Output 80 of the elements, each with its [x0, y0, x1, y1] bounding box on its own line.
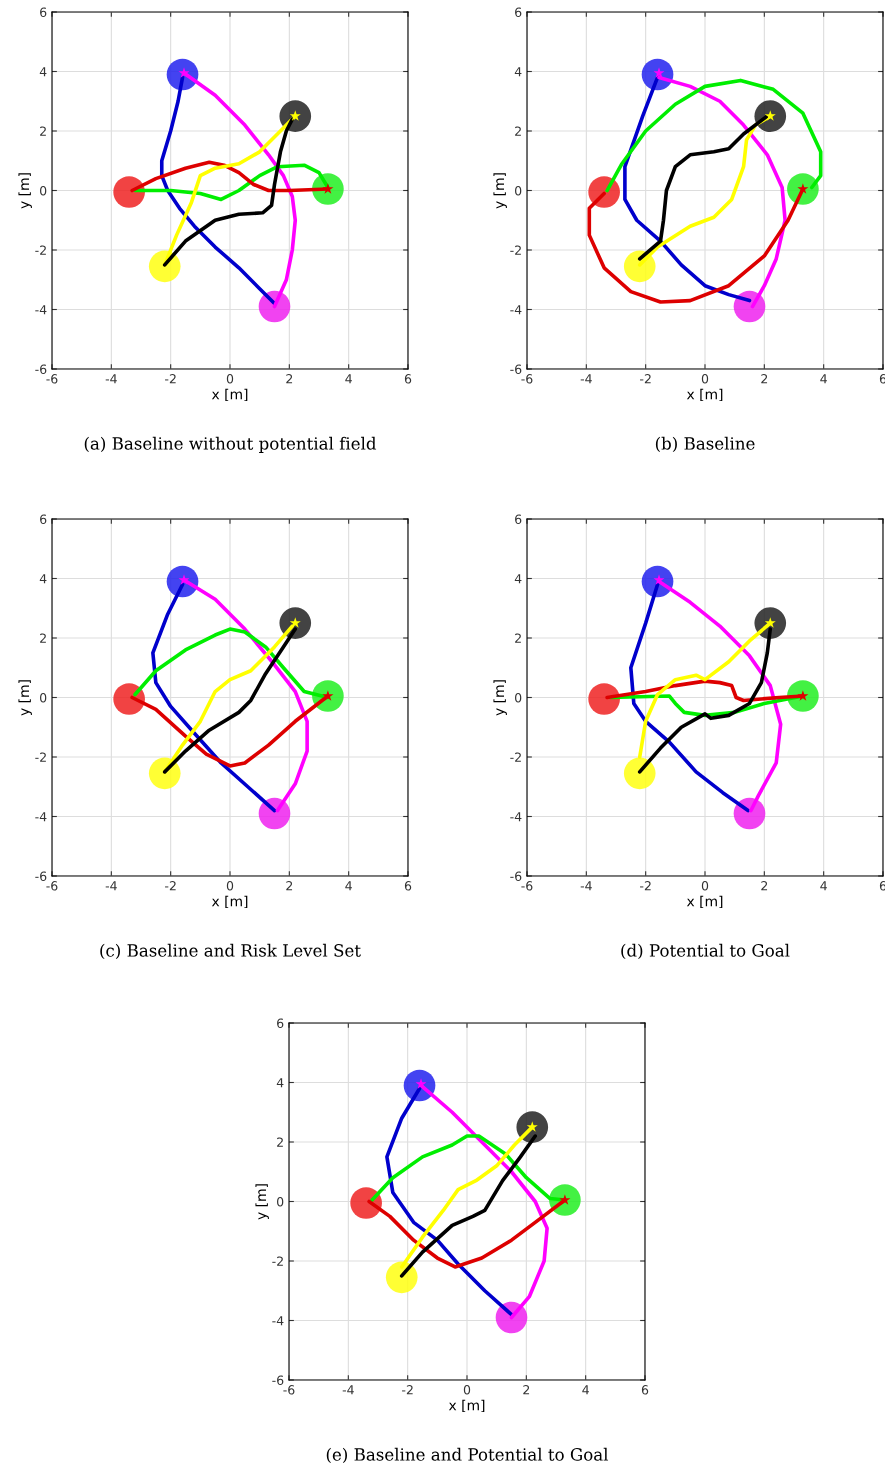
- y-tick-label: 4: [39, 67, 47, 77]
- y-tick-label: 0: [40, 185, 47, 196]
- y-tick-label: 6: [40, 7, 47, 17]
- x-tick-label: 2: [523, 1385, 530, 1395]
- y-tick-label: -2: [510, 752, 521, 762]
- x-tick-label: -4: [105, 881, 117, 891]
- y-tick-label: 2: [40, 633, 46, 643]
- y-tick-label: -6: [510, 871, 522, 881]
- y-tick-label: 4: [39, 574, 47, 584]
- y-tick-label: 2: [40, 126, 46, 136]
- text: (d) Potential to Goal: [621, 943, 790, 960]
- y-axis-title: y [m]: [18, 680, 32, 716]
- y-tick-label: 6: [277, 1018, 284, 1028]
- y-tick-label: -6: [272, 1375, 284, 1385]
- x-tick-label: 6: [641, 1385, 649, 1395]
- y-tick-label: -6: [35, 364, 47, 374]
- x-tick-label: 4: [345, 881, 352, 891]
- y-tick-label: 2: [515, 633, 521, 643]
- y-tick-label: 6: [515, 7, 522, 17]
- y-tick-label: 0: [40, 692, 47, 703]
- y-tick-label: -2: [35, 245, 46, 255]
- x-tick-label: 6: [404, 881, 412, 891]
- y-tick-label: -6: [35, 871, 47, 881]
- y-tick-label: -2: [272, 1256, 283, 1266]
- x-tick-label: 0: [701, 881, 709, 891]
- y-tick-label: -4: [35, 812, 47, 822]
- y-tick-label: 4: [276, 1078, 284, 1088]
- x-tick-label: -2: [165, 374, 176, 384]
- x-axis-title: x [m]: [686, 895, 723, 909]
- y-tick-label: 2: [277, 1137, 283, 1147]
- y-axis-title: y [m]: [18, 173, 32, 209]
- x-tick-label: 2: [761, 374, 768, 384]
- text: (e) Baseline and Potential to Goal: [326, 1447, 609, 1464]
- x-tick-label: -4: [580, 374, 592, 384]
- x-tick-label: 0: [463, 1385, 471, 1395]
- y-axis-title: y [m]: [493, 680, 507, 716]
- x-tick-label: -2: [165, 881, 176, 891]
- x-tick-label: 0: [701, 374, 709, 384]
- x-tick-label: 2: [286, 881, 293, 891]
- y-tick-label: -6: [510, 364, 522, 374]
- x-tick-label: 0: [226, 881, 234, 891]
- y-tick-label: 6: [40, 514, 47, 524]
- y-tick-label: 4: [514, 67, 522, 77]
- x-axis-title: x [m]: [211, 388, 248, 402]
- x-tick-label: -2: [402, 1385, 413, 1395]
- x-axis-title: x [m]: [211, 895, 248, 909]
- x-tick-label: 2: [761, 881, 768, 891]
- point: [623, 757, 656, 790]
- x-tick-label: 4: [820, 374, 827, 384]
- y-tick-label: 0: [515, 692, 522, 703]
- x-tick-label: 0: [226, 374, 234, 384]
- text: (b) Baseline: [655, 436, 755, 453]
- y-tick-label: -2: [35, 752, 46, 762]
- y-tick-label: -2: [510, 245, 521, 255]
- y-tick-label: 4: [514, 574, 522, 584]
- x-tick-label: 4: [820, 881, 827, 891]
- x-tick-label: 4: [582, 1385, 589, 1395]
- y-tick-label: 0: [277, 1196, 284, 1207]
- x-axis-title: x [m]: [686, 388, 723, 402]
- y-tick-label: -4: [510, 305, 522, 315]
- text: (a) Baseline without potential field: [84, 436, 377, 453]
- point: [588, 683, 620, 715]
- x-tick-label: -2: [640, 374, 651, 384]
- y-tick-label: -4: [510, 812, 522, 822]
- x-tick-label: -4: [580, 881, 592, 891]
- x-axis-title: x [m]: [448, 1399, 485, 1413]
- x-tick-label: -4: [105, 374, 117, 384]
- y-tick-label: -4: [35, 305, 47, 315]
- x-tick-label: 4: [345, 374, 352, 384]
- y-tick-label: 2: [515, 126, 521, 136]
- x-tick-label: -2: [640, 881, 651, 891]
- text: (c) Baseline and Risk Level Set: [100, 943, 361, 960]
- y-tick-label: 0: [515, 185, 522, 196]
- x-tick-label: 6: [404, 374, 412, 384]
- y-tick-label: 6: [515, 514, 522, 524]
- y-axis-title: y [m]: [493, 173, 507, 209]
- y-tick-label: -4: [272, 1316, 284, 1326]
- x-tick-label: 2: [286, 374, 293, 384]
- y-axis-title: y [m]: [255, 1184, 269, 1220]
- x-tick-label: -4: [342, 1385, 354, 1395]
